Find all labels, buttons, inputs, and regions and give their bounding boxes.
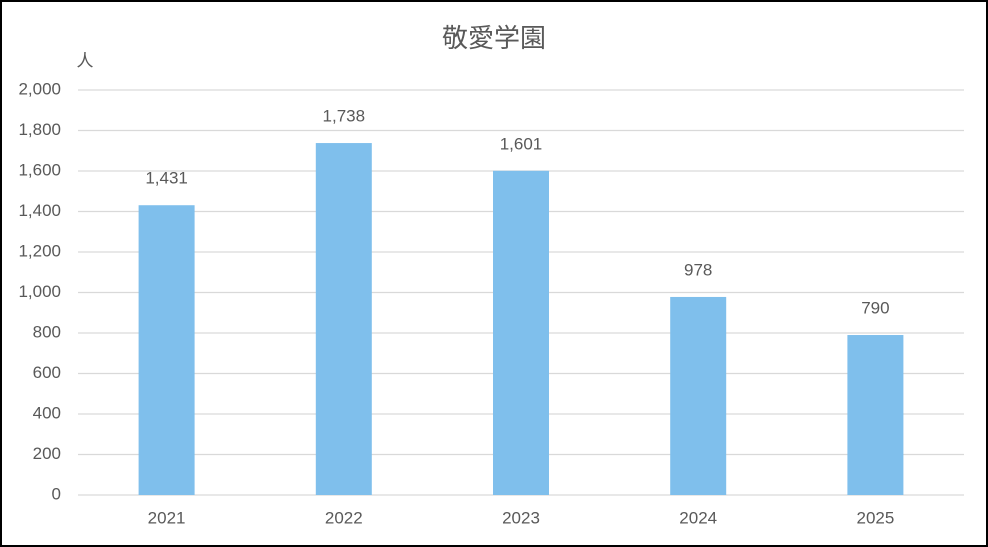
y-tick-label: 1,400 <box>18 201 61 220</box>
data-label: 978 <box>684 260 712 279</box>
chart-title: 敬愛学園 <box>442 23 546 53</box>
data-label: 1,601 <box>500 134 543 153</box>
x-tick-label: 2023 <box>502 508 540 527</box>
data-label: 790 <box>861 299 889 318</box>
y-tick-label: 0 <box>52 484 61 503</box>
bar <box>493 170 549 496</box>
y-axis-label: 人 <box>77 51 94 70</box>
y-tick-label: 1,800 <box>18 120 61 139</box>
y-tick-label: 2,000 <box>18 79 61 98</box>
y-tick-label: 800 <box>33 322 61 341</box>
data-label: 1,738 <box>323 107 366 126</box>
bar <box>670 296 727 495</box>
bar <box>315 143 372 495</box>
x-tick-label: 2025 <box>856 508 894 527</box>
bar <box>847 335 904 495</box>
y-tick-label: 400 <box>33 403 61 422</box>
y-tick-label: 1,600 <box>18 160 61 179</box>
y-tick-label: 600 <box>33 363 61 382</box>
x-tick-label: 2022 <box>325 508 363 527</box>
bar <box>138 205 195 495</box>
data-label: 1,431 <box>145 169 188 188</box>
x-tick-label: 2024 <box>679 508 717 527</box>
y-tick-label: 1,200 <box>18 241 61 260</box>
x-tick-label: 2021 <box>148 508 186 527</box>
y-tick-label: 1,000 <box>18 282 61 301</box>
y-tick-label: 200 <box>33 444 61 463</box>
